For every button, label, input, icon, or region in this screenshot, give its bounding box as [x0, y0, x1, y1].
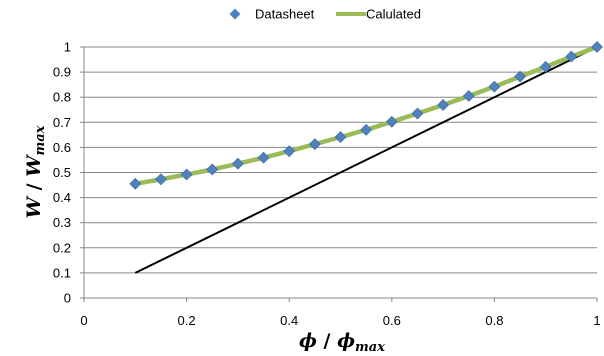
x-tick-label: 0.8 [485, 313, 503, 328]
series-line-calulated [134, 44, 598, 187]
y-tick-label: 1 [64, 40, 71, 55]
data-point-datasheet [360, 123, 373, 136]
data-point-datasheet [385, 115, 398, 128]
y-axis-title: W / Wmax [23, 125, 48, 218]
x-tick-label: 1 [593, 313, 600, 328]
axes [80, 46, 598, 302]
data-point-datasheet [462, 90, 475, 102]
y-tick-label: 0.5 [53, 165, 71, 180]
data-point-datasheet [206, 163, 219, 176]
x-tick-label: 0.2 [178, 313, 196, 328]
legend-label-datasheet: Datasheet [255, 7, 315, 22]
y-tick-labels: 0 0.1 0.2 0.3 0.4 0.5 0.6 0.7 0.8 0.9 1 [53, 40, 71, 306]
x-tick-label: 0.6 [383, 313, 401, 328]
legend: Datasheet Calulated [229, 7, 421, 22]
data-point-datasheet [591, 41, 603, 53]
data-point-datasheet [334, 131, 347, 144]
y-tick-label: 0.3 [53, 215, 71, 230]
data-point-datasheet [565, 50, 578, 63]
data-point-datasheet [488, 80, 501, 93]
data-point-datasheet [308, 138, 321, 151]
series-layer [129, 41, 603, 274]
data-point-datasheet [283, 145, 296, 158]
legend-label-calulated: Calulated [366, 7, 421, 22]
reference-line [134, 46, 598, 274]
x-tick-label: 0.4 [280, 313, 298, 328]
x-tick-label: 0 [80, 313, 87, 328]
y-tick-label: 0.2 [53, 240, 71, 255]
data-point-datasheet [514, 70, 526, 83]
data-point-datasheet [129, 177, 142, 190]
y-tick-label: 0.8 [53, 90, 71, 105]
data-point-datasheet [257, 151, 270, 164]
data-point-datasheet [411, 107, 424, 120]
x-axis-title: ϕ / ϕmax [299, 330, 385, 355]
y-tick-label: 0.1 [53, 265, 71, 280]
data-point-datasheet [231, 157, 244, 170]
x-tick-labels: 0 0.2 0.4 0.6 0.8 1 [80, 313, 600, 328]
data-point-datasheet [155, 173, 167, 186]
data-point-datasheet [437, 99, 450, 111]
data-point-datasheet [539, 60, 552, 73]
legend-marker-datasheet [229, 8, 241, 20]
y-tick-label: 0.9 [53, 65, 71, 80]
y-tick-label: 0.6 [53, 140, 71, 155]
y-tick-label: 0 [64, 291, 71, 306]
data-point-datasheet [180, 168, 193, 181]
y-tick-label: 0.4 [53, 190, 71, 205]
y-tick-label: 0.7 [53, 115, 71, 130]
